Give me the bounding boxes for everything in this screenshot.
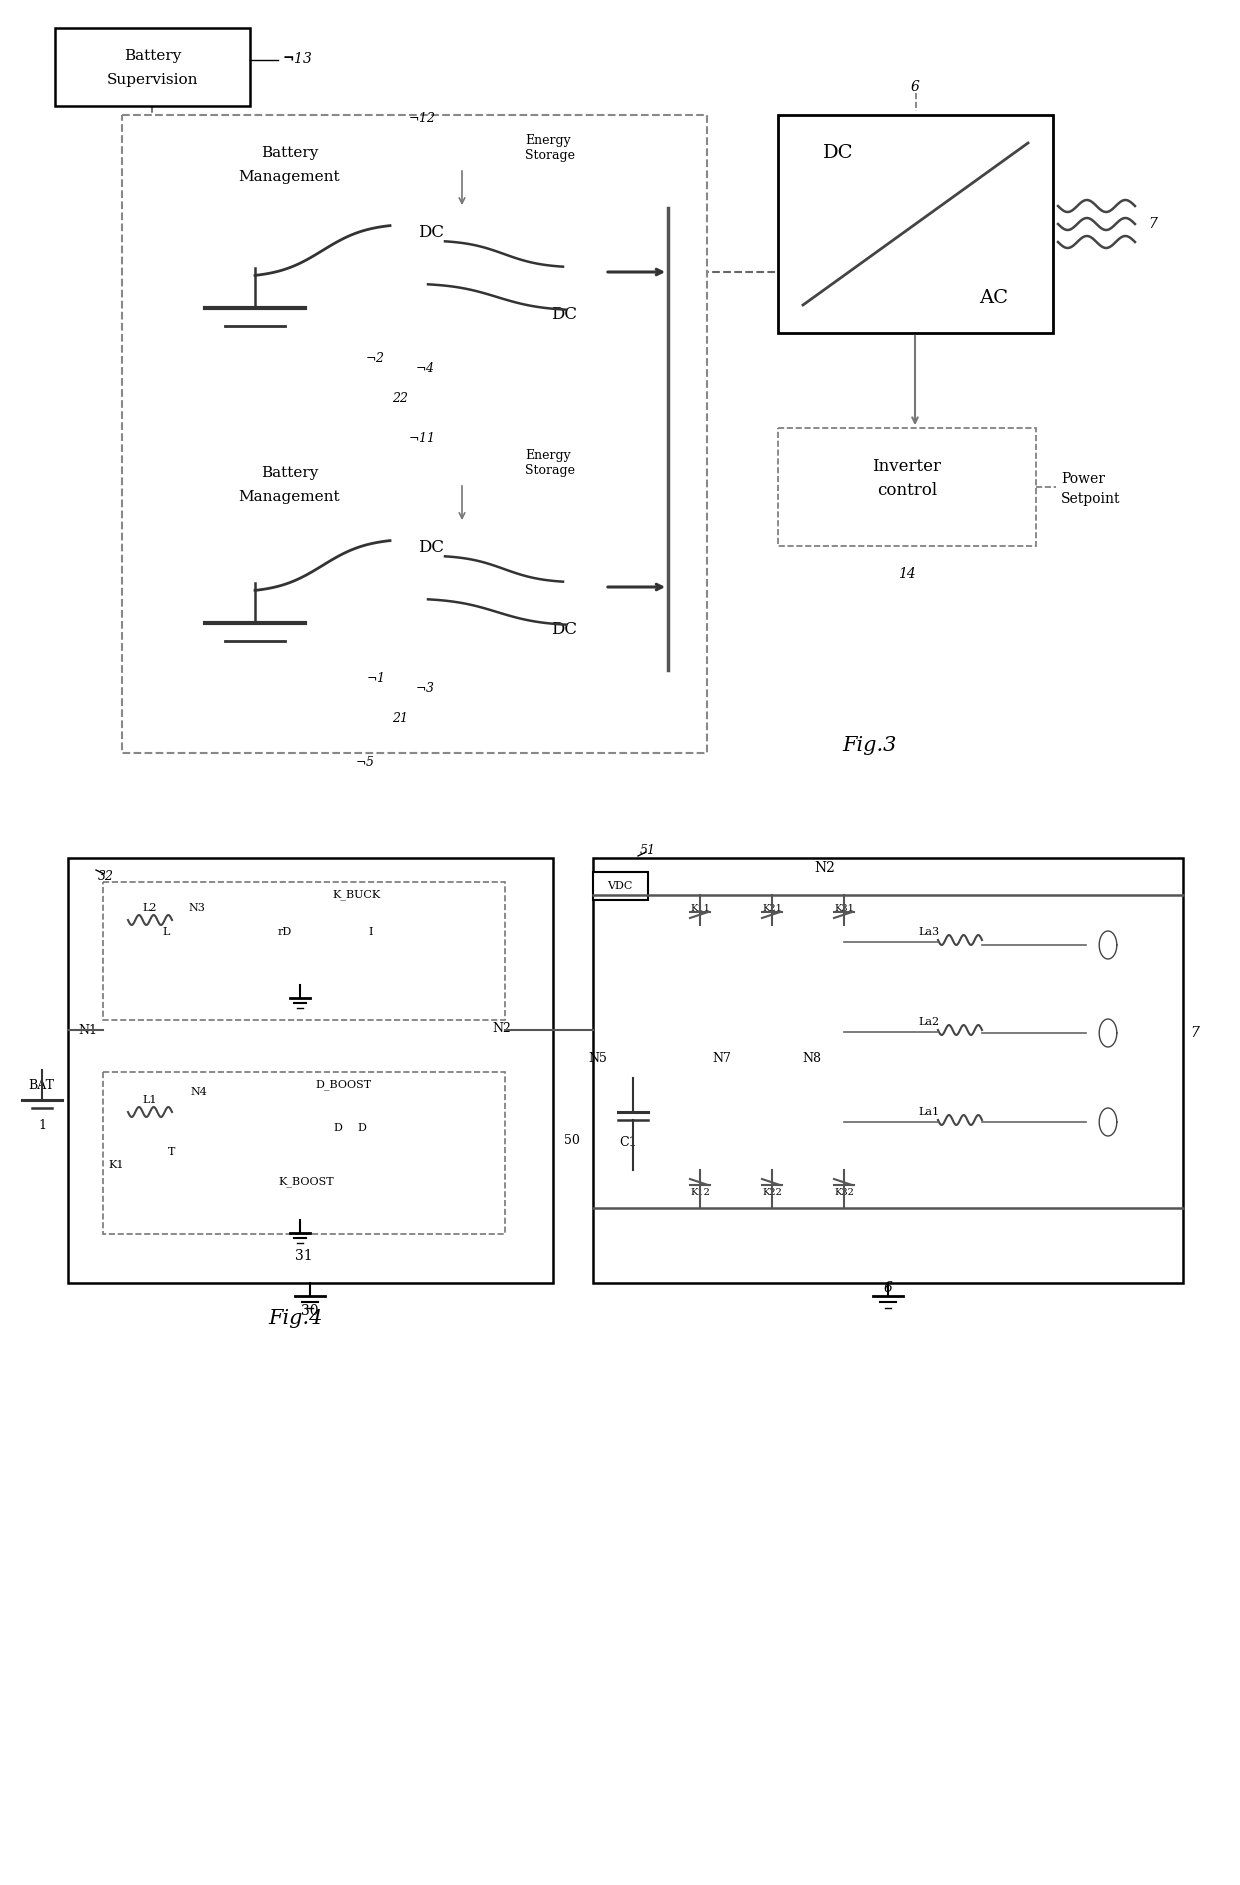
Text: La2: La2: [918, 1018, 939, 1027]
Bar: [55, 28, 250, 106]
Text: Battery: Battery: [260, 145, 319, 160]
Text: K21: K21: [763, 903, 782, 912]
Text: K31: K31: [835, 903, 854, 912]
Text: N1: N1: [78, 1024, 97, 1037]
Text: $\neg$12: $\neg$12: [408, 111, 435, 124]
Bar: [391, 522, 605, 650]
Text: DC: DC: [551, 620, 577, 637]
Bar: [128, 207, 346, 396]
Text: Supervision: Supervision: [107, 74, 198, 87]
Bar: [122, 115, 707, 752]
Text: 21: 21: [392, 711, 408, 724]
Text: Fig.3: Fig.3: [843, 735, 898, 754]
Text: BAT: BAT: [29, 1078, 55, 1091]
Text: K_BUCK: K_BUCK: [332, 890, 381, 901]
Text: 7: 7: [1148, 217, 1157, 232]
Text: 50: 50: [564, 1133, 580, 1146]
Text: 30: 30: [301, 1304, 319, 1318]
Text: 1: 1: [38, 1118, 46, 1131]
Bar: [391, 207, 605, 336]
Text: $\neg$3: $\neg$3: [415, 680, 435, 696]
Text: $\neg$1: $\neg$1: [366, 671, 384, 684]
Bar: [593, 858, 1183, 1284]
Text: Energy: Energy: [525, 134, 570, 147]
Text: N5: N5: [589, 1052, 608, 1065]
Bar: [103, 1073, 505, 1235]
Text: 7: 7: [1190, 1025, 1199, 1041]
Text: 51: 51: [640, 843, 656, 856]
Text: control: control: [877, 481, 937, 498]
Text: L2: L2: [143, 903, 156, 912]
Bar: [192, 445, 387, 522]
Text: Energy: Energy: [525, 449, 570, 462]
Text: AC: AC: [980, 288, 1008, 307]
Text: La3: La3: [918, 927, 939, 937]
Text: D: D: [357, 1123, 367, 1133]
Text: N3: N3: [188, 903, 205, 912]
Text: D_BOOST: D_BOOST: [315, 1080, 371, 1090]
Text: D: D: [334, 1123, 342, 1133]
Text: N2: N2: [492, 1022, 511, 1035]
Text: Management: Management: [238, 170, 340, 185]
Bar: [68, 858, 553, 1284]
Bar: [777, 115, 1053, 334]
Text: Battery: Battery: [124, 49, 181, 62]
Text: VDC: VDC: [608, 880, 632, 892]
Text: K12: K12: [691, 1188, 711, 1197]
Text: $\neg$4: $\neg$4: [415, 362, 435, 375]
Text: K11: K11: [691, 903, 711, 912]
Text: T: T: [169, 1146, 176, 1157]
Text: 32: 32: [98, 869, 114, 882]
Bar: [128, 522, 346, 711]
Text: N2: N2: [815, 861, 836, 875]
Text: 6: 6: [911, 79, 920, 94]
Text: L1: L1: [143, 1095, 156, 1105]
Bar: [777, 428, 1035, 547]
Bar: [192, 124, 387, 204]
Text: 22: 22: [392, 392, 408, 405]
Text: K1: K1: [108, 1159, 124, 1171]
Text: rD: rD: [278, 927, 293, 937]
Text: K22: K22: [763, 1188, 782, 1197]
Text: $\neg$2: $\neg$2: [365, 351, 384, 366]
Text: 14: 14: [898, 567, 916, 581]
Text: $\neg$5: $\neg$5: [355, 756, 374, 769]
Text: Storage: Storage: [525, 464, 575, 477]
Text: Battery: Battery: [260, 466, 319, 481]
Text: I: I: [368, 927, 372, 937]
Text: $\mathbf{\neg}$13: $\mathbf{\neg}$13: [281, 51, 312, 66]
Text: DC: DC: [823, 143, 853, 162]
Text: K32: K32: [835, 1188, 854, 1197]
Text: Power: Power: [1061, 471, 1105, 486]
Text: Storage: Storage: [525, 149, 575, 162]
Text: N7: N7: [713, 1052, 732, 1065]
Text: K_BOOST: K_BOOST: [278, 1176, 334, 1188]
Text: Management: Management: [238, 490, 340, 503]
Bar: [103, 882, 505, 1020]
Text: L: L: [162, 927, 170, 937]
Text: DC: DC: [418, 539, 444, 556]
Text: C1: C1: [619, 1135, 637, 1148]
Text: La1: La1: [918, 1106, 939, 1118]
Text: 6: 6: [884, 1282, 893, 1295]
Text: N4: N4: [190, 1088, 207, 1097]
Text: DC: DC: [418, 224, 444, 241]
Bar: [593, 873, 649, 899]
Text: $\neg$11: $\neg$11: [408, 432, 434, 445]
Text: Setpoint: Setpoint: [1061, 492, 1121, 505]
Text: N8: N8: [802, 1052, 821, 1065]
Text: 31: 31: [295, 1250, 312, 1263]
Text: Fig.4: Fig.4: [268, 1308, 322, 1327]
Text: DC: DC: [551, 305, 577, 322]
Text: Inverter: Inverter: [873, 458, 941, 475]
